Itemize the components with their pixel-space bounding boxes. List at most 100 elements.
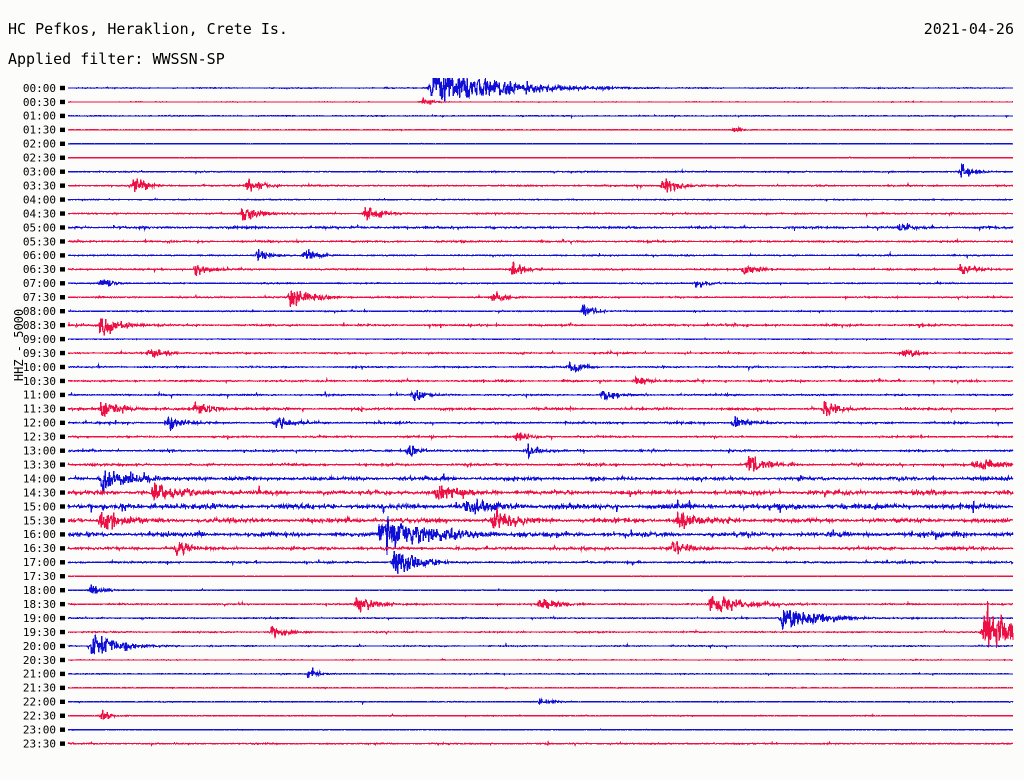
trace-tick [60, 741, 65, 746]
time-label-14-30: 14:30 [23, 486, 56, 499]
seismic-trace [67, 238, 1014, 245]
time-label-18-30: 18:30 [23, 598, 56, 611]
seismic-trace [67, 416, 1013, 431]
trace-tick [60, 615, 65, 621]
seismic-trace [67, 685, 1014, 690]
trace-tick [60, 643, 65, 649]
time-label-23-30: 23:30 [23, 737, 56, 750]
date-label: 2021-04-26 [923, 20, 1014, 38]
time-label-15-00: 15:00 [23, 500, 56, 513]
time-label-17-30: 17:30 [23, 570, 56, 583]
seismic-trace [67, 163, 1014, 178]
seismic-trace [67, 197, 1014, 202]
seismic-trace [67, 634, 1014, 655]
seismic-trace [68, 667, 1014, 678]
trace-tick [60, 253, 65, 258]
time-label-18-00: 18:00 [23, 584, 56, 597]
time-label-19-30: 19:30 [23, 626, 56, 639]
time-label-07-30: 07:30 [23, 291, 56, 304]
trace-tick [60, 462, 65, 467]
trace-tick [60, 183, 65, 188]
time-label-21-00: 21:00 [23, 668, 56, 681]
helicorder-plot: 00:00 00:30 01:00 01:30 02:00 02:30 03:00 03:30… [0, 78, 1024, 776]
seismic-trace [67, 697, 1014, 706]
seismic-trace [67, 178, 1014, 193]
time-label-10-30: 10:30 [23, 375, 56, 388]
time-label-01-30: 01:30 [23, 124, 56, 137]
trace-tick [60, 504, 65, 509]
trace-tick [60, 476, 65, 481]
time-label-09-00: 09:00 [23, 333, 56, 346]
trace-tick [60, 574, 65, 579]
seismic-trace [67, 261, 1014, 276]
time-label-07-00: 07:00 [23, 277, 56, 290]
time-label-05-30: 05:30 [23, 235, 56, 248]
trace-tick [60, 99, 65, 105]
trace-tick [60, 141, 65, 146]
page-title: HC Pefkos, Heraklion, Crete Is. [8, 20, 288, 38]
seismic-trace [68, 709, 1014, 720]
trace-tick [60, 378, 65, 384]
time-label-16-30: 16:30 [23, 542, 56, 555]
seismic-trace [67, 498, 1014, 515]
trace-tick [60, 239, 65, 244]
time-label-12-00: 12:00 [23, 417, 56, 430]
trace-tick [60, 406, 65, 412]
time-label-08-00: 08:00 [23, 305, 56, 318]
seismic-trace [67, 609, 1013, 631]
time-label-16-00: 16:00 [23, 528, 56, 541]
trace-tick [60, 392, 65, 398]
time-label-13-30: 13:30 [23, 458, 56, 471]
seismic-trace [67, 248, 1014, 261]
time-label-04-00: 04:00 [23, 193, 56, 206]
trace-tick [60, 448, 65, 453]
seismic-trace [67, 728, 1014, 732]
seismic-trace [67, 739, 1014, 747]
seismic-trace [68, 125, 1014, 133]
seismic-trace [67, 515, 1014, 556]
trace-tick [60, 281, 65, 286]
seismic-trace [67, 470, 1014, 493]
trace-tick [60, 295, 65, 300]
seismic-trace [67, 348, 1014, 359]
time-label-10-00: 10:00 [23, 361, 56, 374]
trace-tick [60, 350, 65, 356]
seismic-trace [67, 361, 1014, 373]
trace-tick [60, 546, 65, 551]
time-label-03-00: 03:00 [23, 166, 56, 179]
trace-tick [60, 113, 65, 119]
trace-tick [60, 629, 65, 635]
time-label-06-00: 06:00 [23, 249, 56, 262]
time-label-15-30: 15:30 [23, 514, 56, 527]
seismic-trace [67, 432, 1014, 441]
seismic-trace [67, 574, 1013, 578]
time-label-02-30: 02:30 [23, 152, 56, 165]
trace-tick [60, 155, 65, 160]
seismic-trace [67, 455, 1014, 472]
time-label-08-30: 08:30 [23, 319, 56, 332]
trace-tick [60, 211, 65, 216]
seismic-trace [67, 78, 1014, 102]
trace-tick [60, 601, 65, 607]
time-label-00-00: 00:00 [23, 82, 56, 95]
trace-tick [60, 727, 65, 732]
seismic-trace [68, 290, 1013, 307]
seismic-trace [67, 142, 1014, 146]
time-label-19-00: 19:00 [23, 612, 56, 625]
time-label-01-00: 01:00 [23, 110, 56, 123]
trace-tick [60, 532, 65, 537]
seismic-trace [68, 156, 1014, 160]
trace-tick [60, 420, 65, 425]
seismic-trace [67, 482, 1014, 501]
time-label-22-30: 22:30 [23, 710, 56, 723]
seismic-trace [67, 596, 1014, 613]
seismic-trace [67, 389, 1014, 402]
time-label-13-00: 13:00 [23, 445, 56, 458]
trace-tick [60, 671, 65, 677]
time-label-14-00: 14:00 [23, 472, 56, 485]
time-label-09-30: 09:30 [23, 347, 56, 360]
seismic-trace [68, 223, 1014, 233]
time-label-04-30: 04:30 [23, 207, 56, 220]
time-label-12-30: 12:30 [23, 431, 56, 444]
time-label-20-30: 20:30 [23, 654, 56, 667]
